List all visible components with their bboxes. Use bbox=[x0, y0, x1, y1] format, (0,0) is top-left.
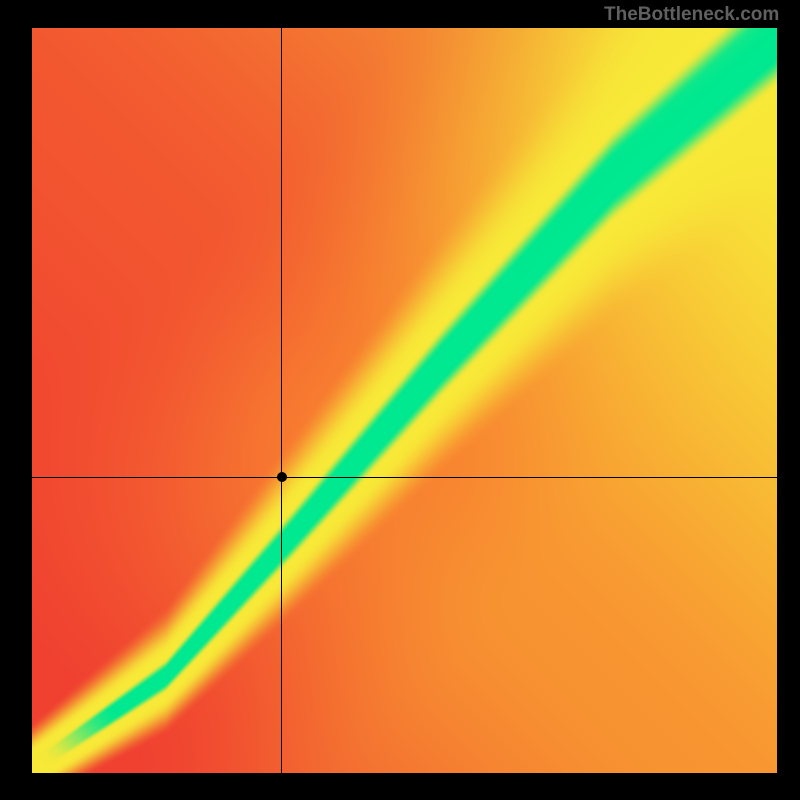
chart-container: TheBottleneck.com bbox=[0, 0, 800, 800]
watermark-label: TheBottleneck.com bbox=[604, 4, 779, 26]
crosshair-vertical bbox=[281, 28, 282, 773]
heatmap-canvas bbox=[32, 28, 777, 773]
crosshair-marker bbox=[277, 472, 287, 482]
heatmap-plot-area bbox=[32, 28, 777, 773]
crosshair-horizontal bbox=[32, 477, 777, 478]
